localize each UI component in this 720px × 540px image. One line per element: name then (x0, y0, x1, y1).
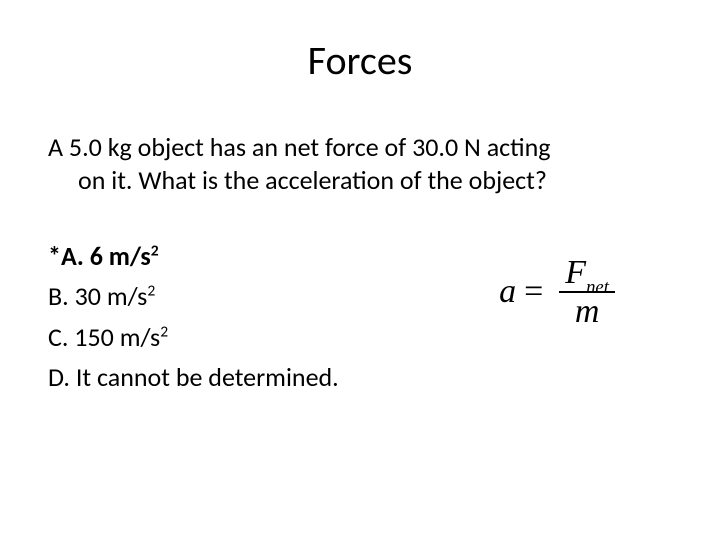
slide-title: Forces (48, 36, 672, 85)
question-text: A 5.0 kg object has an net force of 30.0… (48, 131, 672, 196)
question-line-2: on it. What is the acceleration of the o… (48, 164, 662, 197)
formula-numerator-sub: net (586, 277, 609, 298)
option-a: *A. 6 m/s2 (48, 236, 452, 276)
formula-numerator: Fnet (559, 254, 615, 293)
option-d: D. It cannot be determined. (48, 357, 452, 397)
option-c: C. 150 m/s2 (48, 317, 452, 357)
option-b-exponent: 2 (147, 282, 155, 301)
content-row: *A. 6 m/s2 B. 30 m/s2 C. 150 m/s2 D. It … (48, 236, 672, 397)
option-c-exponent: 2 (160, 322, 168, 341)
answer-options: *A. 6 m/s2 B. 30 m/s2 C. 150 m/s2 D. It … (48, 236, 452, 397)
option-b-text: B. 30 m/s (48, 280, 147, 312)
acceleration-formula: a = Fnet m (499, 254, 615, 331)
slide: Forces A 5.0 kg object has an net force … (0, 0, 720, 540)
formula-container: a = Fnet m (452, 236, 672, 331)
formula-denominator: m (569, 293, 606, 330)
option-a-exponent: 2 (151, 241, 159, 260)
formula-fraction: Fnet m (559, 254, 615, 331)
formula-lhs: a (499, 273, 516, 311)
formula-numerator-main: F (565, 254, 586, 291)
option-b: B. 30 m/s2 (48, 276, 452, 316)
question-line-1: A 5.0 kg object has an net force of 30.0… (48, 131, 551, 163)
option-c-text: C. 150 m/s (48, 321, 160, 353)
formula-equals: = (524, 273, 543, 311)
option-a-text: *A. 6 m/s (48, 240, 151, 272)
